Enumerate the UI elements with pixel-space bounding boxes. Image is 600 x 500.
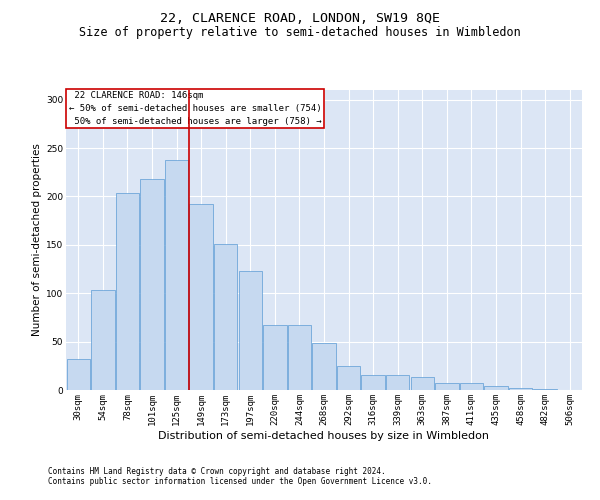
Bar	[337, 366, 360, 390]
Bar	[435, 383, 458, 390]
Text: Contains public sector information licensed under the Open Government Licence v3: Contains public sector information licen…	[48, 477, 432, 486]
X-axis label: Distribution of semi-detached houses by size in Wimbledon: Distribution of semi-detached houses by …	[158, 430, 490, 440]
Bar	[313, 342, 335, 390]
Bar	[533, 389, 557, 390]
Bar	[386, 374, 409, 390]
Bar	[263, 325, 287, 390]
Bar	[214, 244, 238, 390]
Bar	[410, 378, 434, 390]
Text: Size of property relative to semi-detached houses in Wimbledon: Size of property relative to semi-detach…	[79, 26, 521, 39]
Text: 22 CLARENCE ROAD: 146sqm
← 50% of semi-detached houses are smaller (754)
 50% of: 22 CLARENCE ROAD: 146sqm ← 50% of semi-d…	[68, 92, 321, 126]
Bar	[460, 383, 483, 390]
Bar	[91, 290, 115, 390]
Y-axis label: Number of semi-detached properties: Number of semi-detached properties	[32, 144, 42, 336]
Bar	[288, 325, 311, 390]
Bar	[165, 160, 188, 390]
Bar	[239, 271, 262, 390]
Bar	[361, 374, 385, 390]
Text: 22, CLARENCE ROAD, LONDON, SW19 8QE: 22, CLARENCE ROAD, LONDON, SW19 8QE	[160, 12, 440, 26]
Bar	[484, 386, 508, 390]
Bar	[67, 359, 90, 390]
Bar	[190, 204, 213, 390]
Bar	[509, 388, 532, 390]
Text: Contains HM Land Registry data © Crown copyright and database right 2024.: Contains HM Land Registry data © Crown c…	[48, 467, 386, 476]
Bar	[116, 192, 139, 390]
Bar	[140, 179, 164, 390]
